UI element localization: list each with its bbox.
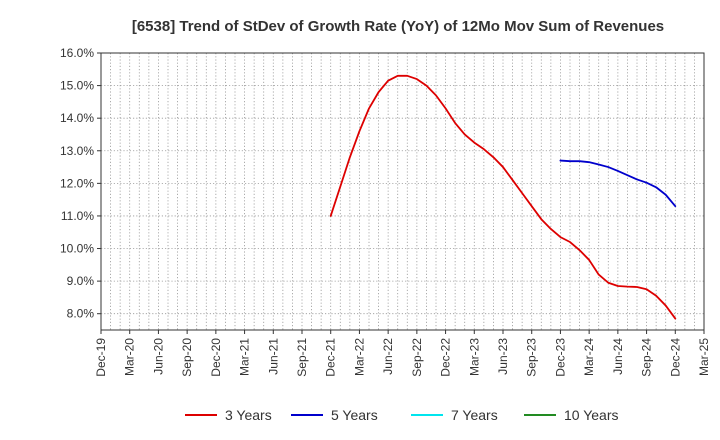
y-tick-label: 16.0% xyxy=(60,46,94,60)
x-tick-label: Dec-24 xyxy=(668,338,682,377)
y-tick-label: 11.0% xyxy=(61,209,94,223)
legend: 3 Years 5 Years 7 Years 10 Years xyxy=(185,407,619,423)
x-tick-label: Sep-21 xyxy=(295,338,309,377)
x-tick-label: Sep-20 xyxy=(180,338,194,377)
x-tick-label: Sep-24 xyxy=(640,338,654,377)
x-tick-label: Jun-21 xyxy=(266,338,280,375)
legend-item-5-years: 5 Years xyxy=(291,407,378,423)
y-axis-ticks: 8.0% 9.0% 10.0% 11.0% 12.0% 13.0% 14.0% 15.0% 16… xyxy=(60,46,101,321)
y-tick-label: 14.0% xyxy=(60,111,94,125)
x-tick-label: Dec-21 xyxy=(324,338,338,377)
x-tick-label: Mar-21 xyxy=(238,338,252,376)
legend-label: 10 Years xyxy=(564,407,619,423)
legend-item-3-years: 3 Years xyxy=(185,407,272,423)
y-tick-label: 12.0% xyxy=(60,176,94,190)
x-tick-label: Jun-20 xyxy=(151,338,165,375)
y-tick-label: 15.0% xyxy=(60,79,94,93)
x-tick-label: Jun-24 xyxy=(611,338,625,375)
y-tick-label: 8.0% xyxy=(67,307,95,321)
x-tick-label: Mar-22 xyxy=(352,338,366,376)
legend-item-7-years: 7 Years xyxy=(411,407,498,423)
y-tick-label: 10.0% xyxy=(60,242,94,256)
plot-background xyxy=(101,53,704,330)
x-tick-label: Dec-19 xyxy=(94,338,108,377)
series-lines xyxy=(329,74,677,320)
x-tick-label: Mar-23 xyxy=(467,338,481,376)
x-tick-label: Dec-23 xyxy=(553,338,567,377)
y-tick-label: 9.0% xyxy=(67,274,95,288)
x-tick-label: Sep-23 xyxy=(525,338,539,377)
x-tick-label: Jun-23 xyxy=(496,338,510,375)
x-tick-label: Dec-20 xyxy=(209,338,223,377)
series-line-5-years xyxy=(559,159,677,208)
plot-area: 8.0% 9.0% 10.0% 11.0% 12.0% 13.0% 14.0% 15.0% 16… xyxy=(60,46,711,377)
x-tick-label: Mar-20 xyxy=(123,338,137,376)
legend-item-10-years: 10 Years xyxy=(524,407,619,423)
x-tick-label: Mar-25 xyxy=(697,338,711,376)
series-line-3-years xyxy=(329,74,677,320)
y-tick-label: 13.0% xyxy=(60,144,94,158)
chart-title: [6538] Trend of StDev of Growth Rate (Yo… xyxy=(132,18,664,35)
legend-label: 5 Years xyxy=(331,407,378,423)
x-tick-label: Jun-22 xyxy=(381,338,395,375)
x-axis-ticks: Dec-19 Mar-20 Jun-20 Sep-20 Dec-20 Mar-21 Jun-… xyxy=(94,330,711,377)
legend-label: 7 Years xyxy=(451,407,498,423)
x-tick-label: Dec-22 xyxy=(439,338,453,377)
x-tick-label: Sep-22 xyxy=(410,338,424,377)
legend-label: 3 Years xyxy=(225,407,272,423)
vertical-gridlines xyxy=(110,53,695,330)
x-tick-label: Mar-24 xyxy=(582,338,596,376)
plot-frame xyxy=(100,52,705,331)
